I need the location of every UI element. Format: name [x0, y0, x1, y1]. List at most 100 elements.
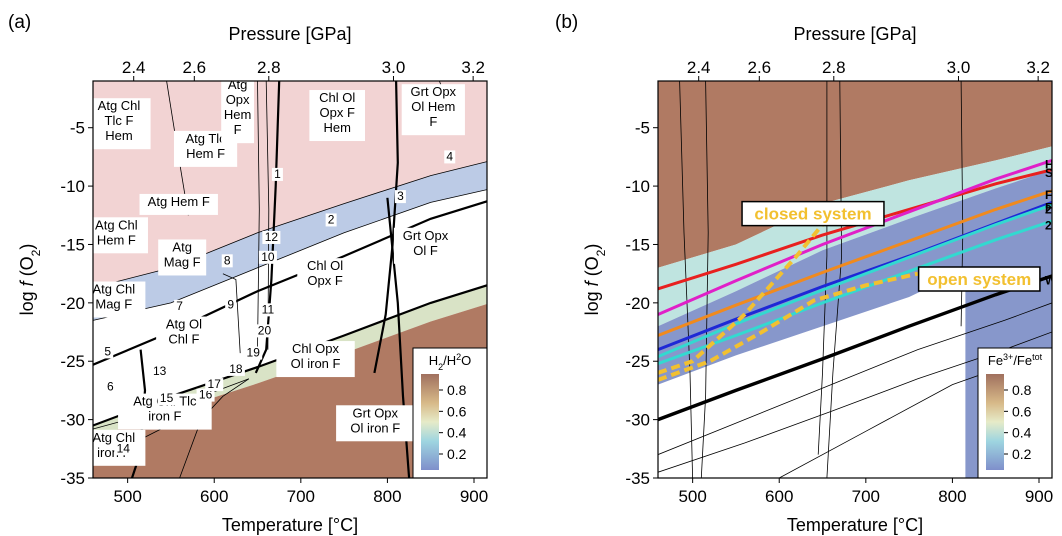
- field-label-box: [158, 239, 207, 276]
- boundary-number: 2: [328, 212, 335, 226]
- field-label-text: Atg Chl: [95, 217, 138, 232]
- field-label-box: [297, 258, 353, 295]
- field-label-box: [93, 217, 148, 254]
- field-label-box: [336, 405, 415, 442]
- x-tick-label: 500: [113, 487, 141, 506]
- num-label-box: [244, 346, 263, 360]
- colorbar-bar: [986, 374, 1004, 470]
- boundary-number: 5: [104, 344, 111, 358]
- field-label-box: [221, 81, 255, 144]
- y-axis-title: log f (O2): [17, 244, 43, 316]
- colorbar-title: H2/H2O: [429, 352, 472, 372]
- y-axis-title-part: 2: [29, 249, 43, 256]
- y-axis-title-part: ): [582, 244, 602, 250]
- field-label-text: Atg Tlc: [185, 131, 226, 146]
- colorbar-title-part: O: [461, 353, 471, 368]
- field-label-text: Grt Opx: [353, 405, 399, 420]
- field-label-text: Ol iron F: [291, 356, 341, 371]
- top-tick-label: 2.6: [182, 58, 206, 77]
- field-label-text: Atg Hem F: [148, 194, 210, 209]
- region-1: [658, 146, 1052, 327]
- field-label-text: Hem: [323, 120, 350, 135]
- field-label-text: Atg Chl: [92, 430, 135, 445]
- colorbar-tick-label: 0.8: [1012, 382, 1032, 398]
- thin-line-5: [658, 302, 1052, 455]
- colorbar-tick-label: 0.2: [447, 446, 467, 462]
- y-tick-label: -10: [60, 177, 85, 196]
- field-label-text: Atg Chl: [98, 98, 141, 113]
- field-label-text: Mag F: [164, 254, 201, 269]
- boundary-number: 17: [208, 377, 222, 391]
- field-label-text: Ol iron F: [350, 420, 400, 435]
- num-label-box: [394, 190, 406, 204]
- series-label: S: [1045, 166, 1053, 180]
- boundary-number: 13: [153, 364, 167, 378]
- y-tick-label: -30: [60, 411, 85, 430]
- boundary-number: 7: [176, 299, 183, 313]
- thin-line-3: [826, 81, 843, 478]
- num-label-box: [157, 392, 176, 406]
- y-tick-label: -10: [625, 177, 650, 196]
- colorbar-title-part: Fe: [988, 353, 1003, 368]
- top-tick-label: 3.0: [382, 58, 406, 77]
- y-tick-label: -5: [70, 119, 85, 138]
- colorbar-title-part: 3+: [1003, 352, 1013, 362]
- num-label-box: [325, 213, 337, 227]
- field-label-box: [276, 341, 355, 378]
- y-tick-label: -15: [60, 235, 85, 254]
- phase-boundary-11: [265, 81, 270, 350]
- top-axis-title: Pressure [GPa]: [228, 24, 351, 44]
- panel-letter: (a): [8, 12, 31, 33]
- top-tick-label: 2.6: [747, 58, 771, 77]
- x-tick-label: 800: [373, 487, 401, 506]
- y-tick-label: -35: [625, 469, 650, 488]
- colorbar-title-part: /Fe: [1013, 353, 1032, 368]
- y-tick-label: -30: [625, 411, 650, 430]
- num-label-box: [258, 250, 277, 264]
- num-label-box: [150, 365, 169, 379]
- field-label-text: Hem: [224, 107, 251, 122]
- field-label-text: F: [429, 114, 437, 129]
- num-label-box: [258, 303, 277, 317]
- num-label-box: [271, 167, 283, 181]
- num-label-box: [104, 380, 116, 394]
- num-label-box: [444, 150, 456, 164]
- field-label-text: Ol Hem: [411, 99, 455, 114]
- annotation-text: closed system: [754, 205, 871, 224]
- plot-frame: [657, 80, 1053, 479]
- x-tick-label: 900: [460, 487, 488, 506]
- field-label-text: Opx F: [307, 273, 342, 288]
- boundary-number: 20: [258, 323, 272, 337]
- field-label-text: Atg: [172, 239, 192, 254]
- series-label: W: [1045, 273, 1057, 287]
- num-label-box: [205, 378, 224, 392]
- field-label-text: Opx F: [319, 105, 354, 120]
- y-axis-title-part: f: [17, 279, 37, 286]
- num-label-box: [255, 324, 274, 338]
- top-tick-label: 3.2: [461, 58, 485, 77]
- field-label-box: [393, 227, 458, 264]
- plot-frame: [92, 80, 488, 479]
- region-2: [658, 169, 1052, 478]
- field-label-text: Atg: [228, 77, 248, 92]
- x-tick-label: 500: [678, 487, 706, 506]
- y-tick-label: -20: [625, 294, 650, 313]
- series-line-4: [658, 203, 1052, 358]
- field-label-group: Atg Hem F: [139, 193, 218, 215]
- colorbar-title: Fe3+/Fetot: [988, 352, 1043, 368]
- field-label-text: F: [234, 122, 242, 137]
- boundary-number: 9: [227, 298, 234, 312]
- num-label-box: [221, 254, 233, 268]
